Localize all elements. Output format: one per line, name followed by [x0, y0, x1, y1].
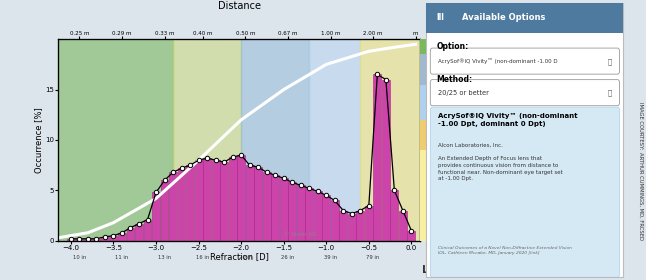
Bar	[169, 172, 177, 241]
Bar	[339, 211, 347, 241]
Bar	[297, 185, 305, 241]
Text: ⌵: ⌵	[607, 90, 612, 96]
Bar	[220, 162, 228, 241]
Text: IMAGE COURTESY:: IMAGE COURTESY:	[638, 102, 643, 150]
Bar	[271, 175, 279, 241]
Y-axis label: Visual Acuity [Snellen]: Visual Acuity [Snellen]	[472, 97, 481, 183]
Text: AcrySof®IQ Vivity™ (non-dominant
-1.00 Dpt, dominant 0 Dpt): AcrySof®IQ Vivity™ (non-dominant -1.00 D…	[438, 113, 578, 127]
Bar	[245, 165, 254, 241]
Text: 20/25 or better: 20/25 or better	[438, 90, 489, 96]
FancyBboxPatch shape	[430, 80, 620, 106]
FancyBboxPatch shape	[426, 3, 623, 33]
Bar	[365, 206, 373, 241]
Bar	[314, 192, 322, 241]
Text: lll: lll	[436, 13, 444, 22]
FancyBboxPatch shape	[426, 3, 623, 277]
Bar	[390, 190, 399, 241]
Bar	[178, 168, 185, 241]
Text: 36%: 36%	[477, 166, 494, 175]
Bar	[135, 224, 143, 241]
X-axis label: Refraction [D]: Refraction [D]	[209, 252, 269, 261]
Bar	[255, 167, 262, 241]
Bar	[331, 200, 339, 241]
Bar	[280, 178, 287, 241]
Text: 13 in: 13 in	[158, 255, 171, 260]
Bar	[360, 39, 420, 241]
Bar	[288, 182, 296, 241]
Bar	[408, 231, 415, 241]
Text: 79 in: 79 in	[366, 255, 380, 260]
Text: 26 in: 26 in	[282, 255, 295, 260]
Text: 39 in: 39 in	[324, 255, 337, 260]
Bar	[348, 214, 356, 241]
Bar	[322, 195, 330, 241]
Bar	[229, 157, 236, 241]
Bar	[241, 39, 309, 241]
Bar	[420, 120, 442, 150]
Bar	[118, 233, 126, 241]
Bar	[92, 239, 100, 241]
Text: +51%: +51%	[461, 52, 510, 67]
Bar	[84, 239, 92, 241]
Bar	[127, 228, 134, 241]
Title: Distance: Distance	[218, 1, 260, 11]
Text: AcrySof®IQ Vivity™ (non-dominant -1.00 D: AcrySof®IQ Vivity™ (non-dominant -1.00 D	[438, 58, 557, 64]
Text: LMI®: LMI®	[422, 265, 453, 275]
Text: 11 in: 11 in	[116, 255, 129, 260]
Bar	[152, 192, 160, 241]
Bar	[420, 39, 442, 54]
Bar	[420, 85, 442, 120]
Text: 20 in: 20 in	[239, 255, 252, 260]
Bar	[212, 160, 220, 241]
Bar	[186, 165, 194, 241]
Text: 10 in: 10 in	[73, 255, 86, 260]
Bar	[101, 237, 109, 241]
Text: Available Options: Available Options	[462, 13, 545, 22]
Bar	[420, 150, 442, 241]
Text: 16 in: 16 in	[196, 255, 209, 260]
Bar	[237, 155, 245, 241]
FancyBboxPatch shape	[430, 107, 620, 277]
Text: © Vivier AG: © Vivier AG	[284, 232, 316, 237]
Text: ARTHUR CUMMINGS, MD, FRCSED: ARTHUR CUMMINGS, MD, FRCSED	[638, 152, 643, 240]
FancyBboxPatch shape	[430, 48, 620, 74]
Bar	[263, 172, 271, 241]
Bar	[173, 39, 241, 241]
Text: An Extended Depth of Focus lens that
provides continuous vision from distance to: An Extended Depth of Focus lens that pro…	[438, 157, 563, 181]
Text: Method:: Method:	[436, 75, 472, 84]
Bar	[161, 180, 169, 241]
Bar	[357, 211, 364, 241]
Bar	[143, 220, 151, 241]
Bar	[399, 211, 407, 241]
Bar	[76, 239, 83, 241]
Bar	[382, 80, 390, 241]
Text: ⌵: ⌵	[607, 58, 612, 65]
Bar	[194, 160, 202, 241]
Bar	[373, 74, 381, 241]
Bar	[110, 236, 118, 241]
Text: Option:: Option:	[436, 42, 468, 51]
Bar	[58, 39, 173, 241]
Bar	[306, 188, 313, 241]
Y-axis label: Occurrence [%]: Occurrence [%]	[35, 107, 43, 173]
Bar	[309, 39, 360, 241]
Bar	[67, 239, 75, 241]
Text: Clinical Outcomes of a Novel Non-Diffractive Extended Vision
IOL, Cathleen Mccab: Clinical Outcomes of a Novel Non-Diffrac…	[438, 246, 572, 255]
Text: Alcon Laboratories, Inc.: Alcon Laboratories, Inc.	[438, 143, 503, 148]
Bar	[420, 54, 442, 85]
Bar	[203, 158, 211, 241]
